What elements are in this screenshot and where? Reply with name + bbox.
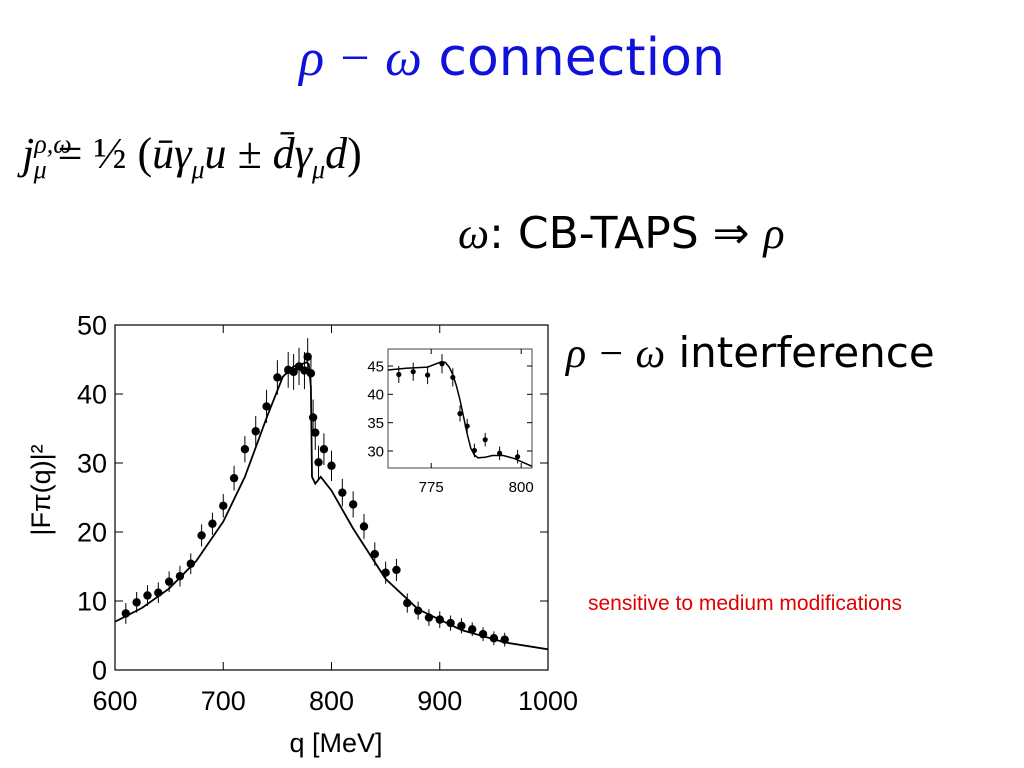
main-data-point (457, 621, 466, 631)
main-fit-curve (115, 361, 548, 651)
inset-y-tick-label: 35 (367, 415, 384, 432)
main-data-point (348, 500, 358, 509)
main-data-point (435, 615, 444, 624)
main-data-point (319, 445, 329, 454)
inset-data-point (497, 450, 503, 456)
main-data-point (208, 519, 217, 528)
inset-data-point (396, 371, 402, 378)
interference-heading: ρ − ω interference (566, 328, 935, 378)
inset-data-point (425, 372, 431, 378)
main-data-point (381, 568, 390, 577)
eq-body: ūγ (152, 129, 192, 178)
title-math: ρ − ω (299, 30, 422, 87)
inset-data-point (450, 374, 456, 380)
main-data-point (240, 445, 250, 454)
main-data-point (229, 473, 239, 483)
main-y-tick-label: 50 (77, 310, 107, 340)
main-data-point (219, 501, 228, 510)
main-data-point (262, 402, 271, 411)
main-data-point (370, 549, 379, 559)
inset-y-tick-label: 45 (367, 358, 384, 375)
main-data-point (489, 634, 499, 643)
main-data-point (446, 618, 455, 628)
main-data-point (359, 522, 369, 531)
main-data-point (327, 461, 336, 470)
inset-x-tick-label: 800 (509, 479, 534, 496)
inset-data-point (515, 454, 521, 460)
main-y-tick-label: 10 (77, 586, 107, 616)
main-x-tick-label: 700 (201, 686, 246, 716)
main-data-point (392, 565, 401, 575)
main-data-point (186, 559, 195, 568)
main-x-tick-label: 800 (309, 686, 354, 716)
eq-d: d (325, 129, 348, 178)
main-data-point (500, 635, 509, 644)
main-data-point (424, 613, 434, 622)
main-y-tick-label: 20 (77, 517, 107, 547)
main-data-point (143, 591, 152, 600)
main-data-point (468, 625, 477, 634)
main-x-tick-label: 1000 (518, 686, 578, 716)
main-data-point (273, 373, 282, 382)
main-x-tick-label: 600 (92, 686, 137, 716)
inset-y-tick-label: 30 (367, 443, 384, 460)
inset-y-tick-label: 40 (367, 387, 384, 404)
main-y-tick-label: 0 (92, 655, 107, 685)
inset-data-point (457, 411, 463, 417)
x-axis-label: q [MeV] (289, 728, 382, 758)
eq-mid: = ½ ( (46, 129, 153, 178)
main-data-point (251, 427, 260, 436)
eq-u: u ± (204, 129, 273, 178)
main-data-point (314, 458, 323, 467)
main-y-tick-label: 40 (77, 379, 107, 409)
main-x-tick-label: 900 (417, 686, 462, 716)
main-data-point (338, 488, 347, 497)
inset-plot-content: 775 800 30 35 40 45 (367, 349, 534, 496)
main-data-point (175, 571, 185, 581)
interference-text: interference (665, 328, 935, 377)
main-data-point (164, 577, 174, 586)
main-data-point (308, 413, 318, 422)
main-data-point (311, 428, 320, 437)
main-data-point (132, 598, 141, 607)
eq-dbar: d̄γ (272, 129, 313, 178)
subtitle-rho: ρ (763, 209, 785, 258)
slide-title: ρ − ω connection (0, 28, 1024, 88)
main-data-point (403, 598, 412, 608)
cb-taps-subtitle: ω: CB-TAPS ⇒ ρ (458, 208, 785, 259)
inset-data-point (471, 447, 477, 454)
eq-sub: μ (33, 154, 47, 184)
main-data-point (478, 629, 488, 639)
main-data-point (289, 367, 298, 377)
title-text: connection (421, 28, 725, 88)
eq-close: ) (347, 129, 362, 178)
main-data-point (303, 352, 312, 361)
main-data-point (413, 606, 423, 615)
inset-data-point (464, 423, 470, 429)
subtitle-omega: ω (458, 209, 490, 258)
eq-mu2: μ (312, 154, 326, 184)
eq-lhs: j (22, 129, 35, 178)
main-data-point (121, 609, 131, 618)
main-data-point (306, 369, 316, 378)
inset-data-point (482, 437, 488, 443)
y-axis-label: |Fπ(q)|² (26, 444, 56, 535)
main-data-point (300, 366, 309, 375)
inset-x-tick-label: 775 (419, 479, 444, 496)
main-y-tick-label: 30 (77, 448, 107, 478)
medium-note: sensitive to medium modifications (588, 592, 902, 615)
interference-math: ρ − ω (566, 331, 666, 377)
current-equation: jρ,ωμ = ½ (ūγμu ± d̄γμd) (22, 128, 362, 185)
inset-data-point (410, 369, 416, 375)
main-plot-content: 600 700 800 900 1000 0 10 20 30 40 50 (77, 310, 578, 716)
subtitle-text: : CB-TAPS ⇒ (489, 208, 764, 259)
inset-data-point (439, 361, 445, 367)
main-data-point (197, 531, 206, 540)
main-data-point (154, 588, 163, 597)
eq-sup: ρ,ω (34, 129, 72, 159)
eq-mu1: μ (191, 154, 205, 184)
